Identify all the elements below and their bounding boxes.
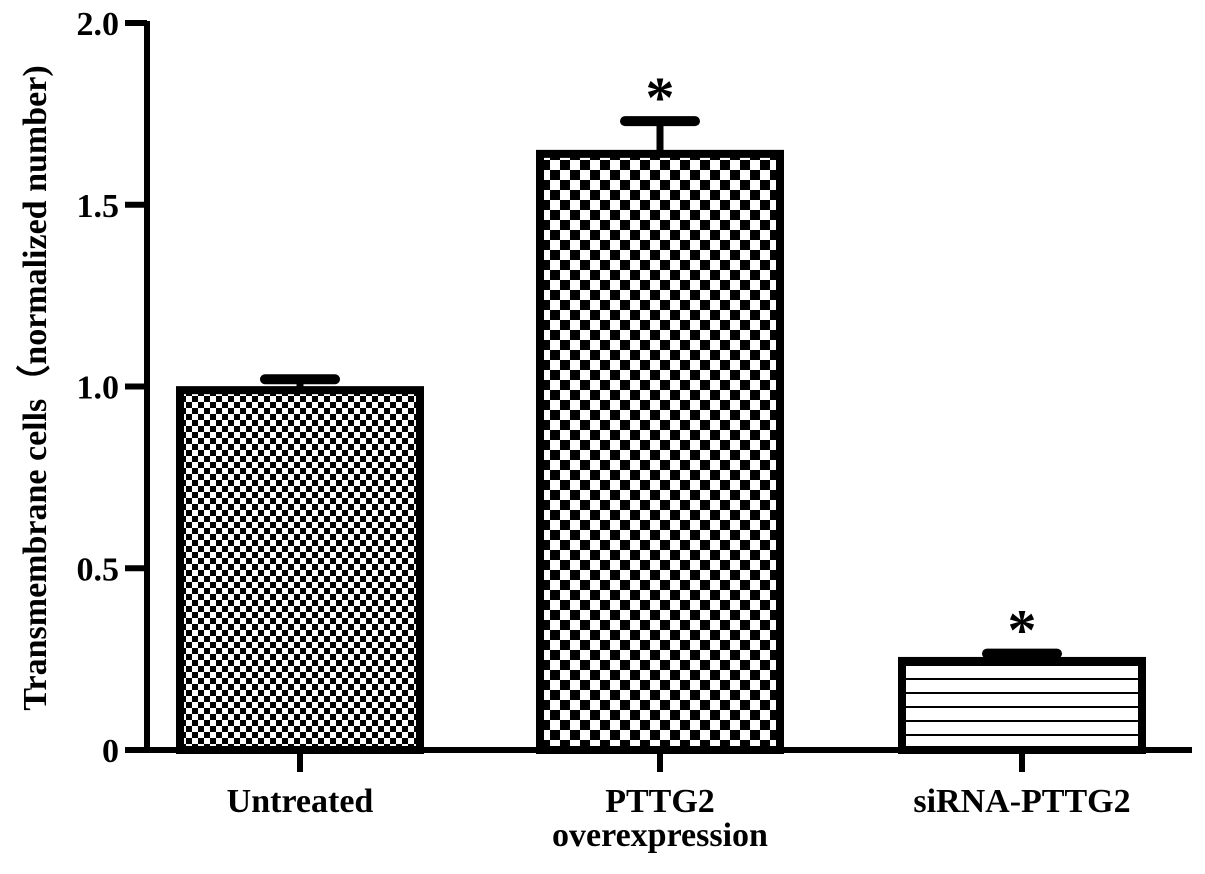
y-tick-label-4: 2.0 [77, 6, 120, 43]
labels-layer: * * 0 0.5 1.0 1.5 2.0 Untreated PTTG2overexpress… [15, 6, 1131, 854]
bar-0 [176, 386, 424, 754]
axes-layer [125, 20, 1192, 772]
y-tick-label-2: 1.0 [77, 370, 120, 407]
bar-1 [536, 149, 784, 755]
x-tick-label-1-line-1: overexpression [552, 817, 768, 854]
bars-layer [176, 116, 1146, 755]
y-axis-label: Transmembrane cells（normalized number) [15, 65, 54, 710]
x-tick-label-2: siRNA-PTTG2 [913, 783, 1130, 820]
significance-mark-1: * [646, 65, 675, 130]
bar-2 [898, 656, 1146, 755]
y-tick-label-3: 1.5 [77, 188, 120, 225]
y-tick-label-1: 0.5 [77, 551, 120, 588]
x-tick-label-0: Untreated [227, 783, 374, 820]
significance-mark-2: * [1008, 598, 1037, 663]
x-tick-label-1-line-0: PTTG2 [605, 783, 715, 820]
y-tick-label-0: 0 [102, 733, 119, 770]
